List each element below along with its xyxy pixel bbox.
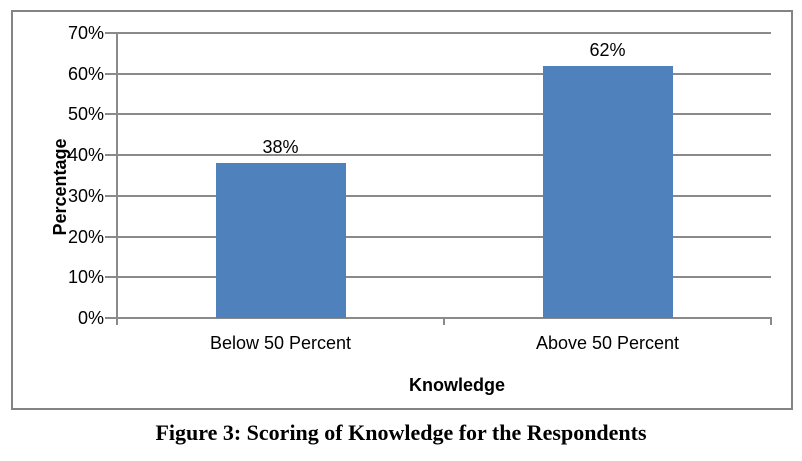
y-axis-title: Percentage bbox=[50, 138, 70, 236]
bar-chart-frame: Percentage Knowledge bbox=[11, 10, 793, 410]
x-axis-title: Knowledge bbox=[408, 375, 505, 395]
figure-caption: Figure 3: Scoring of Knowledge for the R… bbox=[155, 420, 647, 445]
